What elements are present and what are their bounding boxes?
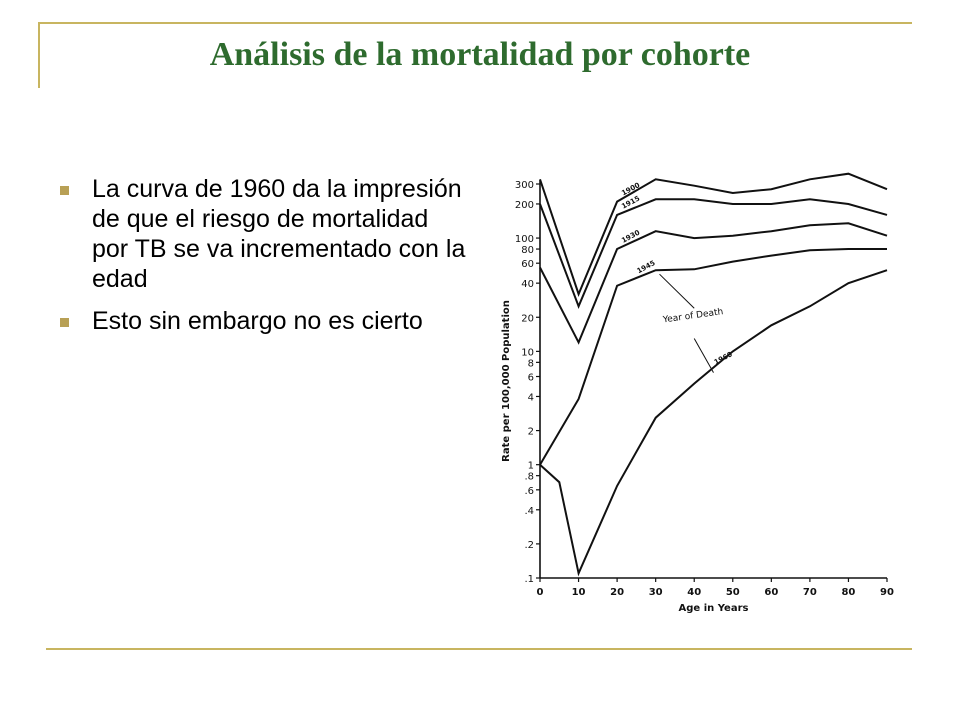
x-tick-label: 40: [687, 587, 701, 598]
title-accent-vertical: [38, 22, 40, 88]
y-tick-label: 80: [521, 245, 534, 256]
y-tick-label: .2: [524, 540, 534, 551]
annotation-label: Year of Death: [661, 307, 723, 325]
x-tick-label: 60: [764, 587, 778, 598]
y-tick-label: 60: [521, 259, 534, 270]
x-axis-label: Age in Years: [679, 603, 749, 614]
y-tick-label: 2: [528, 427, 534, 438]
bullet-item: La curva de 1960 da la impresión de que …: [58, 174, 468, 294]
x-tick-label: 0: [537, 587, 544, 598]
y-tick-label: 4: [528, 392, 534, 403]
bullet-text: La curva de 1960 da la impresión de que …: [92, 175, 466, 293]
square-bullet-icon: [60, 186, 69, 195]
y-tick-label: 10: [521, 347, 534, 358]
bullet-list: La curva de 1960 da la impresión de que …: [58, 174, 468, 348]
footer-rule: [46, 648, 912, 650]
series-line-1945: [539, 248, 887, 466]
series-line-1930: [539, 222, 888, 345]
x-tick-label: 90: [880, 587, 894, 598]
y-tick-label: .8: [524, 472, 534, 483]
y-axis-label: Rate per 100,000 Population: [501, 300, 512, 462]
series-label-1900: 1900: [620, 181, 641, 197]
x-tick-label: 80: [841, 587, 855, 598]
x-tick-label: 70: [803, 587, 817, 598]
x-tick-label: 50: [726, 587, 740, 598]
y-tick-label: .4: [524, 506, 534, 517]
series-line-1960: [539, 269, 888, 577]
y-tick-label: 1: [528, 461, 534, 472]
series-line-1915: [539, 198, 888, 309]
series-line-1900: [539, 172, 888, 297]
annotation-arrow: [693, 338, 714, 373]
x-tick-label: 10: [572, 587, 586, 598]
square-bullet-icon: [60, 318, 69, 327]
bullet-item: Esto sin embargo no es cierto: [58, 306, 468, 336]
y-tick-label: 20: [521, 313, 534, 324]
series-label-1945: 1945: [636, 259, 657, 275]
title-accent-top: [38, 22, 912, 24]
bullet-text: Esto sin embargo no es cierto: [92, 307, 423, 335]
y-tick-label: 300: [515, 180, 534, 191]
y-tick-label: .1: [524, 574, 534, 585]
slide-title: Análisis de la mortalidad por cohorte: [209, 36, 751, 73]
y-tick-label: 200: [515, 200, 534, 211]
series-label-1960: 1960: [713, 350, 734, 366]
y-tick-label: 100: [515, 234, 534, 245]
y-tick-label: 8: [528, 358, 534, 369]
x-tick-label: 30: [649, 587, 663, 598]
x-tick-label: 20: [610, 587, 624, 598]
y-tick-label: 6: [528, 373, 534, 384]
annotation-arrow: [659, 273, 695, 309]
y-tick-label: .6: [524, 486, 534, 497]
y-tick-label: 40: [521, 279, 534, 290]
